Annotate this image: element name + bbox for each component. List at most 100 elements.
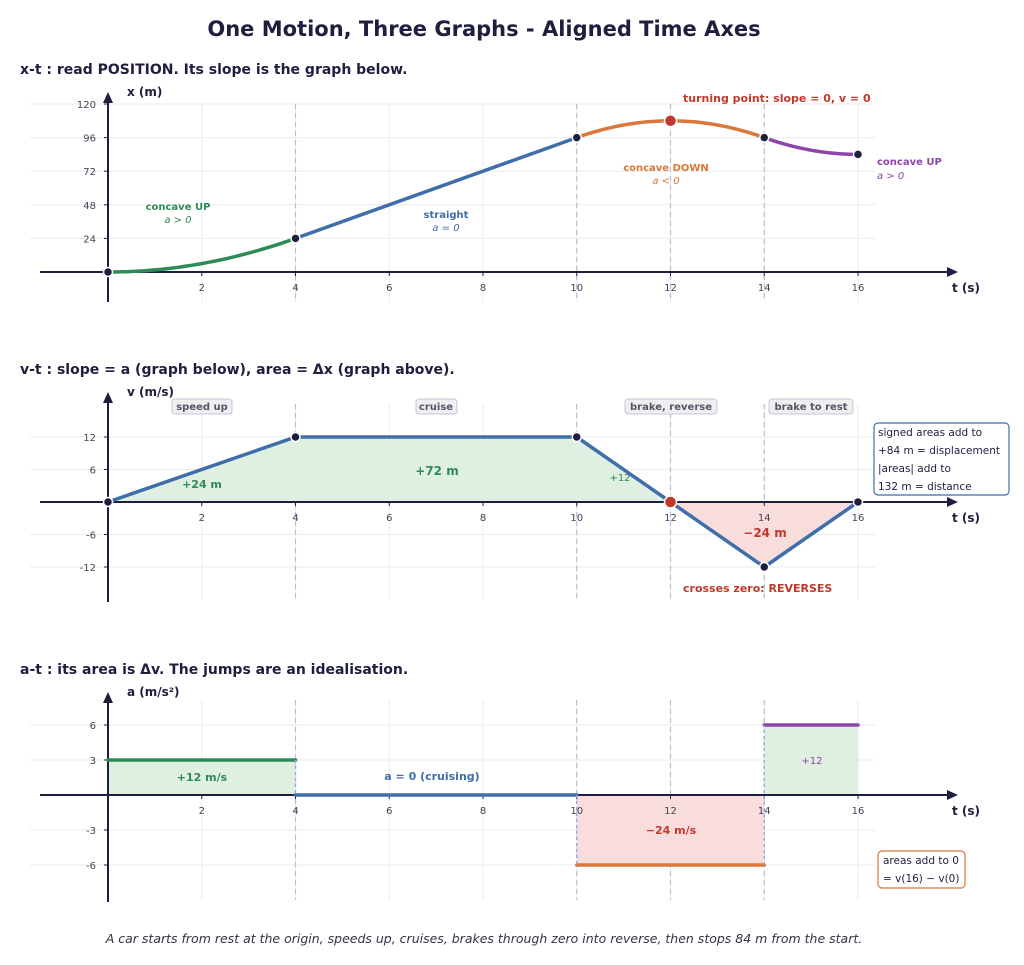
area-label-cruise: +72 m — [415, 464, 458, 478]
x-tick-label: 10 — [570, 283, 583, 294]
y-tick-label: 6 — [90, 721, 96, 732]
series-line-purple — [762, 135, 860, 157]
area-label-reverse: −24 m — [743, 526, 786, 540]
data-point — [102, 496, 114, 508]
vt-heading: v-t : slope = a (graph below), area = Δx… — [20, 362, 455, 378]
at-area-label-cruise: a = 0 (cruising) — [384, 770, 479, 783]
y-tick-label: 24 — [83, 234, 96, 245]
y-tick-label: 120 — [77, 100, 96, 111]
y-tick-label: 72 — [83, 167, 96, 178]
at-info-box: areas add to 0 = v(16) − v(0) — [877, 850, 966, 889]
x-tick-label: 8 — [480, 806, 486, 817]
vt-info-line-4: 132 m = distance — [878, 481, 972, 493]
y-tick-label: 12 — [83, 433, 96, 444]
at-plot: t (s) a (m/s²) 2 4 6 8 10 12 14 16 -6 -3 3 6 — [30, 685, 980, 902]
x-axis-label: t (s) — [952, 511, 980, 525]
y-tick-label: -3 — [86, 826, 96, 837]
x-tick-label: 16 — [852, 513, 865, 524]
data-point — [290, 431, 301, 443]
x-tick-label: 12 — [664, 283, 677, 294]
at-area-label-1: +12 m/s — [177, 771, 228, 784]
vt-info-line-1: signed areas add to — [878, 427, 982, 439]
x-axis-arrow — [947, 790, 958, 800]
brake-area-fill — [576, 795, 765, 865]
at-info-line-1: areas add to 0 — [883, 855, 959, 867]
figure-caption: A car starts from rest at the origin, sp… — [105, 931, 862, 946]
crossing-label: crosses zero: REVERSES — [683, 582, 832, 595]
series-line-blue — [293, 135, 579, 241]
x-tick-label: 4 — [292, 513, 298, 524]
x-axis-label: t (s) — [952, 804, 980, 818]
xt-concave-down-label: concave DOWN — [623, 163, 709, 174]
y-tick-label: -12 — [80, 563, 96, 574]
x-tick-label: 4 — [292, 806, 298, 817]
at-info-box-frame — [877, 850, 966, 889]
accel-area-fill — [108, 760, 296, 795]
xt-heading: x-t : read POSITION. Its slope is the gr… — [20, 62, 407, 78]
y-tick-label: 48 — [83, 201, 96, 212]
y-tick-label: 6 — [90, 466, 96, 477]
negative-area-fill — [670, 502, 858, 567]
zero-crossing-marker — [663, 495, 678, 509]
x-tick-label: 16 — [852, 283, 865, 294]
y-tick-label: -6 — [86, 861, 96, 872]
x-tick-label: 4 — [292, 283, 298, 294]
final-area-fill — [764, 725, 858, 795]
y-tick-label: 3 — [90, 756, 96, 767]
x-axis-arrow — [947, 267, 958, 277]
xt-straight-label: straight — [424, 210, 469, 221]
y-axis-label: a (m/s²) — [127, 685, 180, 699]
vt-area-labels: +24 m +72 m +12 −24 m crosses zero: REVE… — [182, 464, 832, 595]
x-tick-label: 6 — [386, 513, 392, 524]
x-tick-label: 2 — [199, 806, 205, 817]
x-tick-label: 6 — [386, 283, 392, 294]
at-area-labels: +12 m/s a = 0 (cruising) −24 m/s +12 — [177, 756, 823, 837]
x-axis-label: t (s) — [952, 281, 980, 295]
series-line-green — [106, 236, 298, 274]
x-tick-label: 16 — [852, 806, 865, 817]
x-tick-label: 10 — [570, 513, 583, 524]
xt-straight-sub: a = 0 — [432, 223, 459, 234]
y-axis-label: v (m/s) — [127, 385, 174, 399]
at-area-label-brake: −24 m/s — [646, 824, 697, 837]
data-point — [759, 561, 770, 573]
vt-phase-labels: speed up cruise brake, reverse brake to … — [171, 398, 854, 415]
data-point — [759, 132, 770, 143]
y-axis-arrow — [103, 692, 113, 703]
phase-label-speed-up: speed up — [176, 402, 228, 413]
xt-concave-up-label: concave UP — [146, 202, 211, 213]
x-tick-label: 2 — [199, 513, 205, 524]
at-area-label-last: +12 — [801, 756, 822, 767]
x-tick-label: 12 — [664, 806, 677, 817]
x-axis-arrow — [947, 497, 958, 507]
phase-label-brake-rest: brake to rest — [774, 402, 847, 413]
y-axis-arrow — [103, 392, 113, 403]
figure-title: One Motion, Three Graphs - Aligned Time … — [207, 17, 760, 41]
xt-concave-up-sub: a > 0 — [164, 215, 191, 226]
at-info-line-2: = v(16) − v(0) — [883, 873, 959, 885]
area-label-brake: +12 — [609, 473, 630, 484]
data-point — [290, 233, 301, 244]
y-tick-label: 96 — [83, 134, 96, 145]
vt-info-box: signed areas add to +84 m = displacement… — [873, 422, 1010, 496]
data-point — [102, 266, 114, 278]
x-tick-label: 12 — [664, 513, 677, 524]
y-tick-label: -6 — [86, 531, 96, 542]
y-axis-arrow — [103, 92, 113, 103]
at-heading: a-t : its area is Δv. The jumps are an i… — [20, 662, 408, 678]
turning-point-marker — [663, 114, 678, 128]
data-point — [852, 496, 864, 508]
data-point — [852, 149, 864, 160]
data-point — [571, 132, 582, 143]
x-tick-label: 6 — [386, 806, 392, 817]
vt-info-box-frame — [873, 422, 1010, 496]
series-line-blue — [106, 435, 860, 569]
x-tick-label: 14 — [758, 806, 771, 817]
y-axis-label: x (m) — [127, 85, 162, 99]
xt-turning-point-label: turning point: slope = 0, v = 0 — [683, 92, 871, 105]
phase-label-cruise: cruise — [419, 402, 453, 413]
x-tick-label: 8 — [480, 283, 486, 294]
x-tick-label: 8 — [480, 513, 486, 524]
